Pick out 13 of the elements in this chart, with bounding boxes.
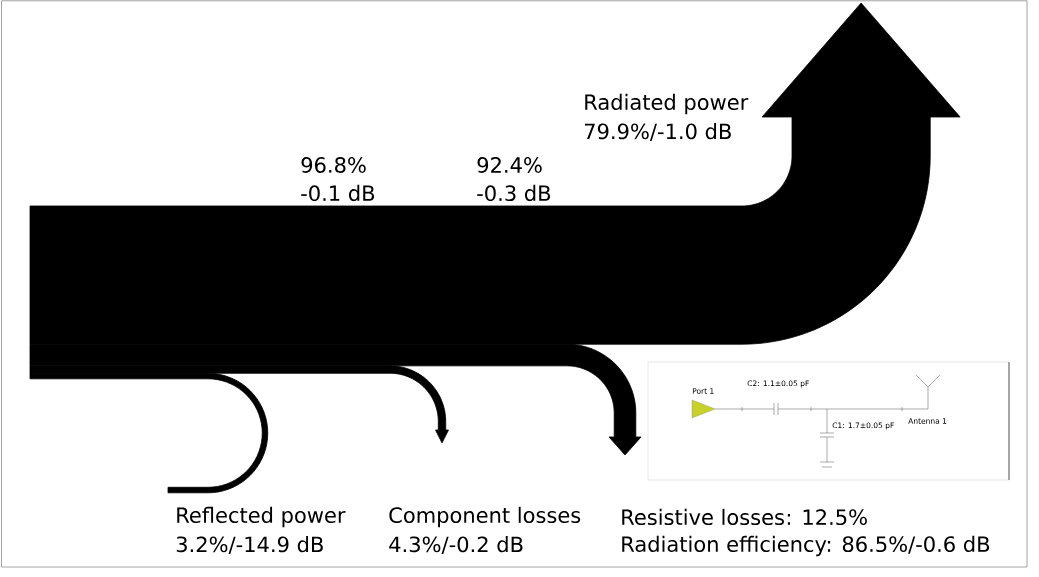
data-label: 79.9%/-1.0 dB (584, 123, 731, 141)
category-label: Resistive losses (622, 508, 784, 526)
text: 96.8% (301, 157, 366, 173)
category-label: Reflected power (177, 506, 346, 528)
category-label: Radiated power (585, 93, 749, 115)
text: 92.4% (477, 157, 542, 173)
data-label: 3.2%/-14.9 dB (176, 536, 323, 554)
category-label: Component losses (389, 506, 581, 528)
data-label: 4.3%/-0.2 dB (389, 536, 523, 554)
data-label: : 12.5% (787, 509, 867, 526)
text: -0.1 dB (301, 184, 375, 202)
text: -0.3 dB (477, 184, 551, 202)
text: Radiation efficiency: 86.5%/-0.6 dB (622, 535, 990, 557)
